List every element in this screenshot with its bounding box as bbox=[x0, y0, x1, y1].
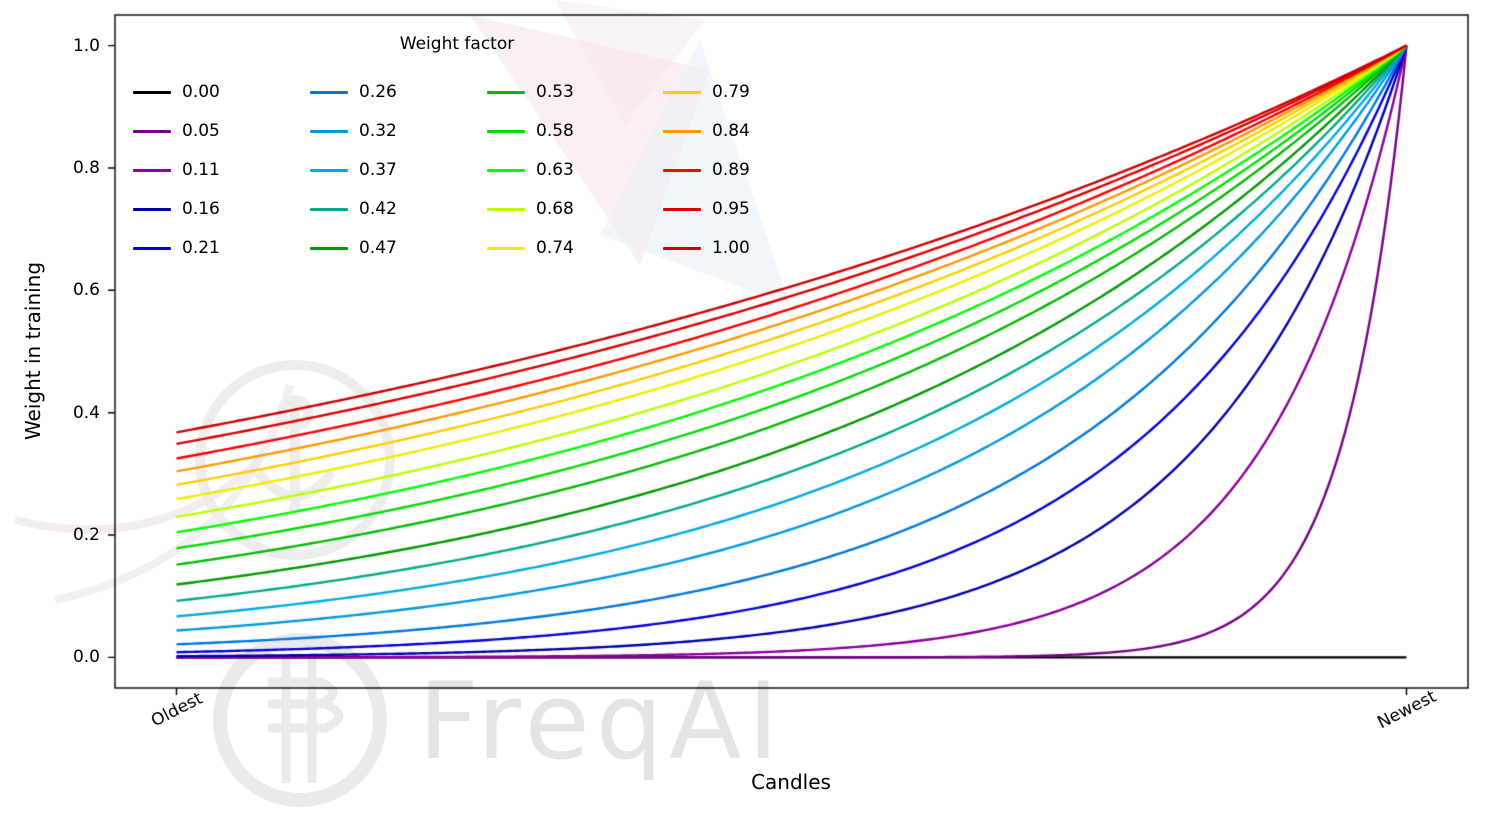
legend-item: 0.32 bbox=[310, 120, 397, 142]
legend-label: 0.16 bbox=[182, 199, 220, 219]
legend-line-swatch bbox=[310, 168, 348, 172]
legend-line-swatch bbox=[487, 246, 525, 250]
legend-item: 0.74 bbox=[487, 237, 574, 259]
legend-label: 0.95 bbox=[712, 199, 750, 219]
legend-item: 1.00 bbox=[663, 237, 750, 259]
legend-item: 0.05 bbox=[133, 120, 220, 142]
legend-line-swatch bbox=[310, 246, 348, 250]
legend-item: 0.53 bbox=[487, 81, 574, 103]
y-tick-label: 0.0 bbox=[72, 647, 100, 668]
legend-item: 0.95 bbox=[663, 198, 750, 220]
y-tick-label: 0.2 bbox=[72, 525, 100, 546]
legend-label: 0.37 bbox=[359, 160, 397, 180]
legend-title: Weight factor bbox=[399, 34, 515, 54]
legend-label: 0.58 bbox=[536, 121, 574, 141]
legend-item: 0.42 bbox=[310, 198, 397, 220]
y-tick-label: 0.6 bbox=[72, 280, 100, 301]
legend-line-swatch bbox=[133, 129, 171, 133]
legend-label: 0.84 bbox=[712, 121, 750, 141]
legend-item: 0.26 bbox=[310, 81, 397, 103]
legend-item: 0.37 bbox=[310, 159, 397, 181]
legend-item: 0.00 bbox=[133, 81, 220, 103]
legend-label: 0.47 bbox=[359, 238, 397, 258]
legend-label: 0.26 bbox=[359, 82, 397, 102]
legend-item: 0.21 bbox=[133, 237, 220, 259]
legend-line-swatch bbox=[133, 246, 171, 250]
legend-item: 0.11 bbox=[133, 159, 220, 181]
legend-label: 0.32 bbox=[359, 121, 397, 141]
legend-label: 0.00 bbox=[182, 82, 220, 102]
legend-line-swatch bbox=[663, 129, 701, 133]
y-tick-label: 0.4 bbox=[72, 402, 100, 423]
legend-label: 0.42 bbox=[359, 199, 397, 219]
legend-label: 1.00 bbox=[712, 238, 750, 258]
legend-item: 0.89 bbox=[663, 159, 750, 181]
legend-label: 0.79 bbox=[712, 82, 750, 102]
legend-line-swatch bbox=[663, 207, 701, 211]
legend-label: 0.05 bbox=[182, 121, 220, 141]
legend-item: 0.47 bbox=[310, 237, 397, 259]
legend-line-swatch bbox=[663, 246, 701, 250]
legend-line-swatch bbox=[663, 90, 701, 94]
y-tick-label: 1.0 bbox=[72, 35, 100, 56]
legend-label: 0.63 bbox=[536, 160, 574, 180]
legend-label: 0.21 bbox=[182, 238, 220, 258]
legend-label: 0.11 bbox=[182, 160, 220, 180]
legend-line-swatch bbox=[663, 168, 701, 172]
legend-line-swatch bbox=[133, 168, 171, 172]
legend-line-swatch bbox=[487, 207, 525, 211]
legend-label: 0.74 bbox=[536, 238, 574, 258]
legend-line-swatch bbox=[487, 90, 525, 94]
legend-item: 0.58 bbox=[487, 120, 574, 142]
legend-item: 0.68 bbox=[487, 198, 574, 220]
legend-item: 0.79 bbox=[663, 81, 750, 103]
legend-label: 0.89 bbox=[712, 160, 750, 180]
legend-line-swatch bbox=[133, 90, 171, 94]
y-tick-label: 0.8 bbox=[72, 157, 100, 178]
legend-item: 0.16 bbox=[133, 198, 220, 220]
legend-label: 0.53 bbox=[536, 82, 574, 102]
legend-line-swatch bbox=[310, 129, 348, 133]
legend-line-swatch bbox=[487, 168, 525, 172]
legend-label: 0.68 bbox=[536, 199, 574, 219]
legend-line-swatch bbox=[310, 207, 348, 211]
legend-line-swatch bbox=[487, 129, 525, 133]
legend-line-swatch bbox=[310, 90, 348, 94]
legend-item: 0.63 bbox=[487, 159, 574, 181]
legend-line-swatch bbox=[133, 207, 171, 211]
legend-item: 0.84 bbox=[663, 120, 750, 142]
x-axis-label: Candles bbox=[751, 770, 831, 794]
